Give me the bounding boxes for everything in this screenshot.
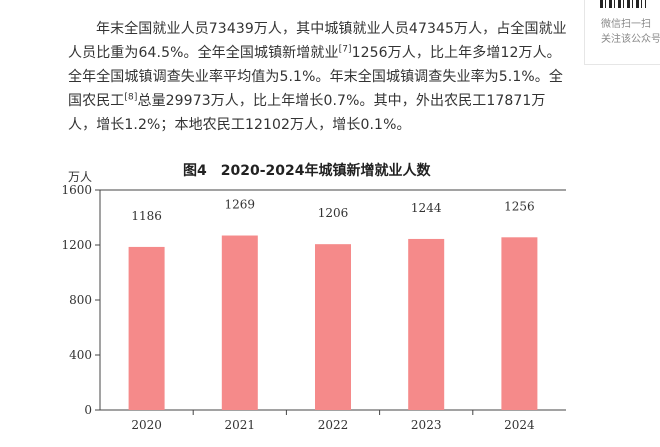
x-tick-label: 2020 [131,418,162,432]
y-tick-label: 1600 [61,183,92,197]
x-tick-label: 2022 [318,418,349,432]
y-tick-label: 0 [84,403,92,417]
bar-value-label: 1186 [131,209,162,223]
bar-value-label: 1256 [504,199,535,213]
x-tick-label: 2023 [411,418,442,432]
bar-2024 [501,237,538,410]
x-tick-label: 2024 [504,418,535,432]
y-tick-label: 1200 [61,238,92,252]
paragraph-text-part1: 年末全国就业人员73439万人，其中城镇就业人员47345万人，占全国就业人员比… [68,21,567,61]
footnote-7-link[interactable]: [7] [338,44,352,55]
article-paragraph: 年末全国就业人员73439万人，其中城镇就业人员47345万人，占全国就业人员比… [68,17,568,137]
qr-code-icon [600,0,646,8]
y-tick-label: 400 [69,348,92,362]
qr-follow-panel: 微信扫一扫 关注该公众号 [584,0,660,65]
paragraph-text-part3: 总量29973万人，比上年增长0.7%。其中，外出农民工17871万人，增长1.… [68,93,546,133]
bar-value-label: 1269 [225,198,256,212]
bar-2022 [315,244,351,410]
qr-caption-line2: 关注该公众号 [601,34,660,45]
y-tick-label: 800 [69,293,92,307]
bar-2021 [221,235,258,410]
bar-2020 [128,246,165,410]
bar-value-label: 1244 [411,201,442,215]
qr-caption-line1: 微信扫一扫 [601,19,651,30]
paragraph-text-part2: 1256万人，比上年多增12万人。全年全国城镇调查失业率平均值为5.1%。年末全… [68,45,563,109]
bar-value-label: 1206 [318,206,349,220]
x-tick-label: 2021 [225,418,256,432]
y-axis-unit: 万人 [68,170,93,184]
chart-title: 图4 2020-2024年城镇新增就业人数 [183,163,431,179]
footnote-8-link[interactable]: [8] [124,92,138,103]
bar-2023 [408,238,445,410]
